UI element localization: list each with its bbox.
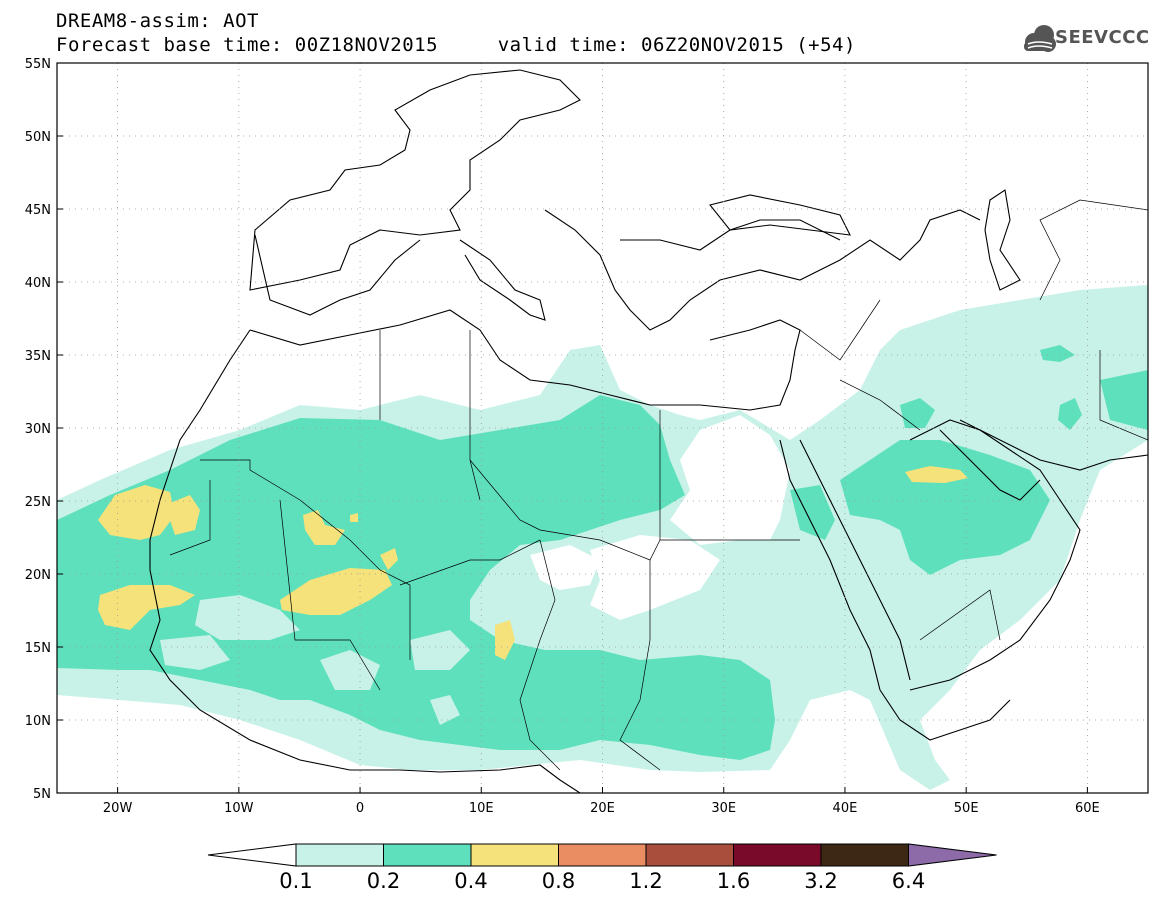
colorbar-low-arrow <box>207 843 297 867</box>
colorbar-level-label: 0.2 <box>367 869 400 893</box>
lon-label: 30E <box>711 801 736 816</box>
colorbar-level-label: 3.2 <box>804 869 837 893</box>
latitude-labels: 55N 50N 45N 40N 35N 30N 25N 20N 15N 10N 5N <box>25 57 63 802</box>
lon-label: 40E <box>833 801 858 816</box>
lat-label: 20N <box>25 568 51 583</box>
longitude-labels: 20W 10W 0 10E 20E 30E 40E 50E 60E <box>103 787 1100 816</box>
map-title: DREAM8-assim: AOT <box>56 10 259 32</box>
lat-label: 50N <box>25 130 51 145</box>
colorbar-high-arrow <box>908 843 997 867</box>
lat-label: 40N <box>25 276 51 291</box>
lon-label: 20W <box>103 801 133 816</box>
colorbar-segment <box>470 843 559 867</box>
colorbar-segment <box>558 843 647 867</box>
colorbar-level-label: 1.2 <box>629 869 662 893</box>
lon-label: 10W <box>224 801 254 816</box>
colorbar-level-label: 0.8 <box>542 869 575 893</box>
lat-label: 10N <box>25 714 51 729</box>
colorbar-segment <box>645 843 734 867</box>
lat-label: 35N <box>25 349 51 364</box>
lat-label: 55N <box>25 57 51 72</box>
colorbar-segment <box>295 843 384 867</box>
map-subtitle: Forecast base time: 00Z18NOV2015 valid t… <box>56 34 856 56</box>
colorbar-level-label: 0.4 <box>454 869 487 893</box>
colorbar-segment <box>820 843 909 867</box>
aot-field <box>57 69 1148 793</box>
cloud-icon <box>1024 25 1056 52</box>
lat-label: 45N <box>25 203 51 218</box>
lat-label: 5N <box>33 787 51 802</box>
colorbar-level-label: 0.1 <box>279 869 312 893</box>
seevccc-logo: SEEVCCC <box>1055 27 1150 48</box>
lon-label: 10E <box>469 801 494 816</box>
lon-label: 50E <box>954 801 979 816</box>
colorbar-level-label: 6.4 <box>892 869 925 893</box>
lat-label: 25N <box>25 495 51 510</box>
lon-label: 20E <box>590 801 615 816</box>
lon-label: 0 <box>356 801 364 816</box>
lat-label: 15N <box>25 641 51 656</box>
colorbar-segment <box>733 843 822 867</box>
lon-label: 60E <box>1075 801 1100 816</box>
lat-label: 30N <box>25 422 51 437</box>
colorbar-level-label: 1.6 <box>717 869 750 893</box>
colorbar-segment <box>383 843 472 867</box>
colorbar: 0.1 0.2 0.4 0.8 1.2 1.6 3.2 6.4 <box>207 843 997 893</box>
